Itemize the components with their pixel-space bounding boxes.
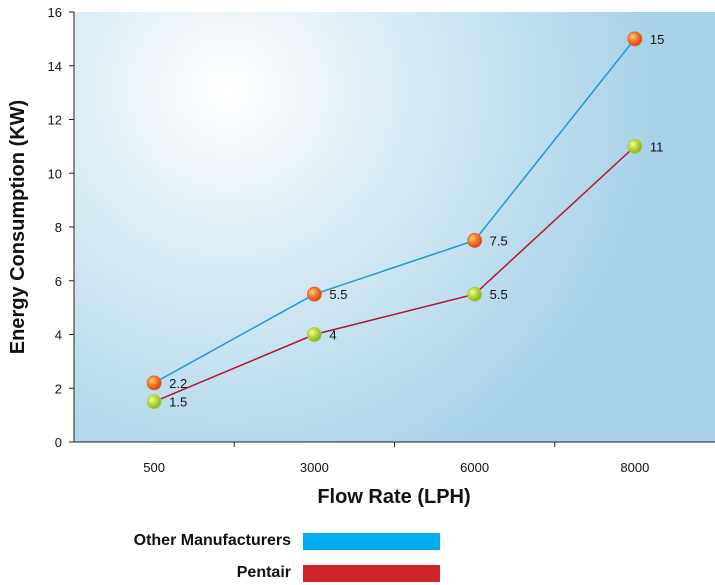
data-label: 5.5 — [329, 287, 347, 302]
data-point — [467, 233, 483, 248]
data-label: 11 — [650, 139, 664, 154]
y-tick-label: 12 — [48, 113, 62, 128]
y-tick-label: 2 — [55, 381, 62, 396]
y-tick-label: 8 — [55, 220, 62, 235]
data-labels: 2.2 5.5 7.5 15 1.5 4 5.5 11 — [169, 32, 664, 410]
y-tick-label: 4 — [55, 328, 62, 343]
data-point — [627, 138, 643, 154]
data-label: 15 — [650, 32, 664, 47]
series-group — [146, 31, 643, 410]
data-point — [467, 286, 483, 302]
y-tick-label: 6 — [55, 274, 62, 289]
legend-item-pentair: Pentair — [0, 563, 440, 583]
legend-swatch — [303, 564, 440, 582]
y-axis-title: Energy Consumption (KW) — [7, 100, 29, 354]
legend-swatch — [303, 532, 440, 550]
data-point — [146, 375, 162, 391]
x-tick-label: 3000 — [300, 460, 329, 475]
series-line-other-manufacturers — [153, 38, 636, 384]
y-tick-label: 14 — [48, 59, 62, 74]
legend-label: Other Manufacturers — [133, 532, 291, 549]
x-axis-title: Flow Rate (LPH) — [317, 486, 470, 508]
y-tick-label: 0 — [55, 435, 62, 450]
data-label: 2.2 — [169, 376, 187, 391]
series-line-pentair — [153, 145, 636, 403]
axes: 0 2 4 6 8 10 12 14 16 500 3000 6000 8000 — [48, 5, 715, 475]
x-tick-label: 500 — [143, 460, 165, 475]
data-label: 5.5 — [490, 287, 508, 302]
data-point — [306, 327, 322, 342]
data-label: 1.5 — [169, 395, 187, 410]
data-label: 4 — [329, 328, 336, 343]
x-tick-label: 6000 — [460, 460, 489, 475]
legend-label: Pentair — [236, 564, 291, 581]
y-tick-label: 10 — [48, 166, 62, 181]
data-label: 7.5 — [490, 233, 508, 248]
data-point — [627, 31, 643, 47]
y-tick-label: 16 — [48, 5, 62, 20]
data-point — [146, 394, 162, 410]
plot-background — [74, 12, 715, 442]
x-tick-label: 8000 — [620, 460, 649, 475]
legend-item-other-manufacturers: Other Manufacturers — [0, 531, 440, 551]
data-point — [306, 286, 322, 302]
